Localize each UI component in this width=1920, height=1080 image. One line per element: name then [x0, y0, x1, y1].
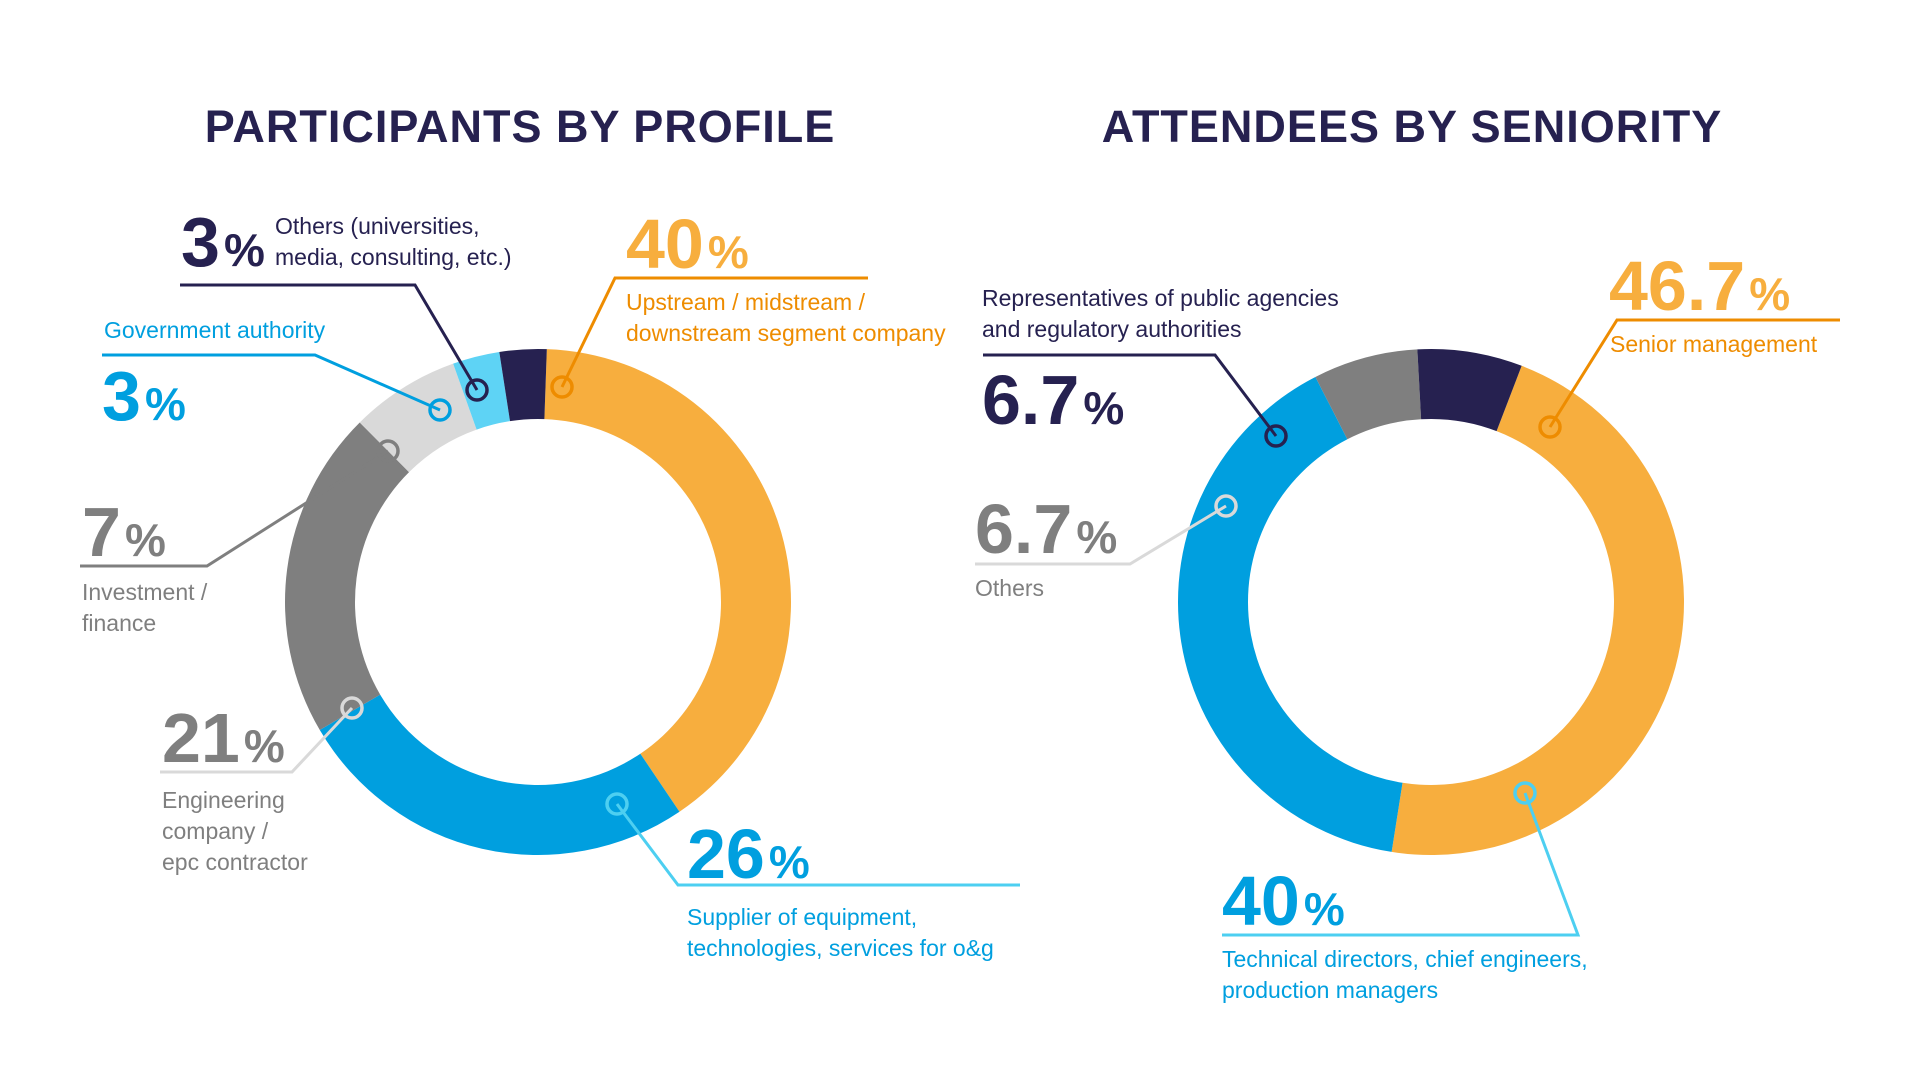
slice-seniority-3	[1417, 348, 1522, 432]
category-label-profile-2: Engineering company / epc contractor	[162, 787, 308, 875]
value-label-profile-0: 40%	[626, 205, 749, 283]
leader-line-profile-4	[102, 353, 441, 412]
slice-seniority-0	[1391, 365, 1685, 856]
slice-profile-1	[319, 694, 680, 856]
value-label-profile-1: 26%	[687, 815, 810, 893]
value-label-profile-4: 3%	[102, 357, 186, 435]
category-label-seniority-0: Senior management	[1610, 331, 1818, 357]
leader-line-profile-3	[80, 449, 389, 568]
leader-dot-profile-4	[428, 398, 452, 422]
leader-dot-seniority-1	[1513, 781, 1537, 805]
chart-title-profile: PARTICIPANTS BY PROFILE	[205, 101, 836, 152]
leader-line-profile-5	[180, 283, 479, 391]
donut-chart-profile: 40% Upstream / midstream / downstream segm…	[80, 203, 1020, 961]
category-label-profile-5: Others (universities, media, consulting, …	[275, 213, 512, 270]
leader-dot-profile-1	[605, 792, 629, 816]
leader-dot-profile-5	[465, 378, 489, 402]
value-label-profile-2: 21%	[162, 699, 285, 777]
leader-dot-seniority-2	[1214, 494, 1238, 518]
category-label-profile-0: Upstream / midstream / downstream segment…	[626, 289, 946, 346]
chart-title-seniority: ATTENDEES BY SENIORITY	[1102, 101, 1722, 152]
leader-line-profile-1	[615, 803, 1020, 887]
category-label-profile-3: Investment / finance	[82, 579, 208, 636]
value-label-seniority-1: 40%	[1222, 862, 1345, 940]
leader-dot-seniority-0	[1538, 415, 1562, 439]
leader-line-profile-0	[560, 276, 868, 388]
leader-line-seniority-0	[1548, 318, 1840, 428]
leader-line-seniority-1	[1222, 792, 1581, 937]
category-label-profile-1: Supplier of equipment, technologies, serv…	[687, 904, 994, 961]
slice-seniority-2	[1315, 349, 1422, 440]
leader-dot-profile-2	[340, 696, 364, 720]
slice-profile-5	[499, 348, 547, 422]
value-label-seniority-0: 46.7%	[1609, 247, 1790, 325]
value-label-seniority-3: 6.7%	[982, 361, 1124, 439]
slice-profile-3	[359, 363, 477, 473]
slice-profile-0	[544, 349, 792, 812]
slice-profile-2	[284, 422, 410, 731]
category-label-seniority-2: Others	[975, 575, 1044, 601]
category-label-profile-4: Government authority	[104, 317, 326, 343]
leader-line-profile-2	[160, 706, 354, 774]
value-label-profile-5: 3%	[181, 203, 265, 281]
category-label-seniority-3: Representatives of public agencies and re…	[982, 285, 1339, 342]
leader-dot-profile-3	[376, 439, 400, 463]
category-label-seniority-1: Technical directors, chief engineers, pro…	[1222, 946, 1588, 1003]
leader-line-seniority-3	[983, 353, 1278, 437]
leader-line-seniority-2	[975, 504, 1227, 566]
slice-seniority-1	[1178, 376, 1403, 852]
leader-dot-seniority-3	[1264, 424, 1288, 448]
donut-chart-seniority: 46.7% Senior management 40% Technical direc…	[975, 247, 1840, 1003]
value-label-seniority-2: 6.7%	[975, 490, 1117, 568]
leader-dot-profile-0	[550, 375, 574, 399]
value-label-profile-3: 7%	[82, 493, 166, 571]
